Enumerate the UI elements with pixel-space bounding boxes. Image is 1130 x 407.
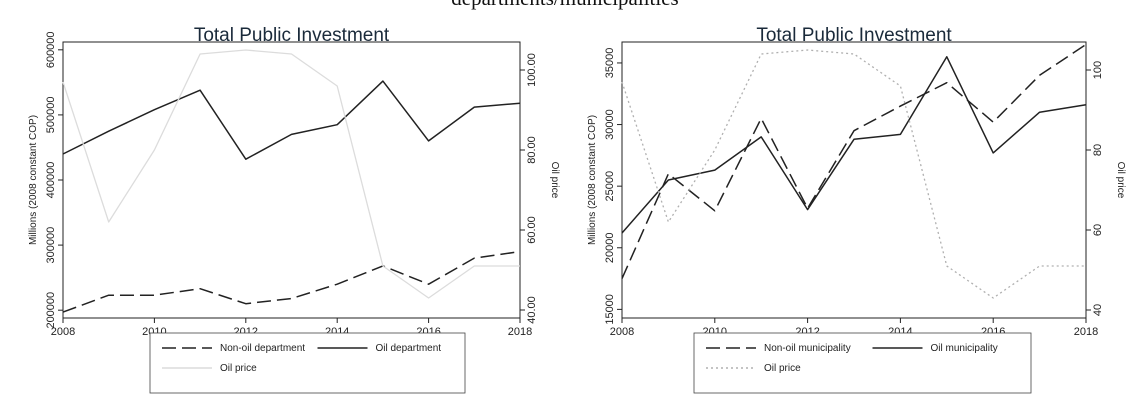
x-tick-label: 2008 <box>51 326 75 338</box>
series-line-oil-municipality <box>621 56 1087 234</box>
chart-title: Total Public Investment <box>756 25 952 46</box>
y2-tick-label: 60.00 <box>526 216 538 244</box>
y-tick-label: 15000 <box>604 294 616 325</box>
y-tick-label: 300000 <box>45 227 57 264</box>
legend-label: Oil price <box>764 363 801 374</box>
y-axis-label: Millions (2008 constant COP) <box>587 115 598 245</box>
y2-tick-label: 100.00 <box>526 53 538 87</box>
legend-label: Oil municipality <box>931 343 998 354</box>
figure-caption: departments/municipalities <box>0 0 1130 11</box>
legend-label: Oil price <box>220 363 257 374</box>
legend-box <box>149 332 466 394</box>
y-tick-label: 200000 <box>45 292 57 329</box>
series-line-oil-price <box>62 49 520 299</box>
legend-label: Non-oil department <box>220 343 305 354</box>
series-line-oil-price <box>621 49 1086 299</box>
y2-tick-label: 40.00 <box>526 296 538 324</box>
plot-frame <box>62 41 521 319</box>
y2-tick-label: 60 <box>1092 224 1104 236</box>
x-tick-label: 2018 <box>1074 326 1098 338</box>
chart-legend: Non-oil municipality Oil municipality Oil … <box>693 332 1032 394</box>
y2-tick-label: 40 <box>1092 304 1104 316</box>
series-line-non-oil-municipality <box>621 43 1087 279</box>
y-tick-label: 25000 <box>604 171 616 202</box>
legend-label: Oil department <box>376 343 442 354</box>
legend-box <box>693 332 1032 394</box>
y2-tick-label: 80 <box>1092 144 1104 156</box>
legend-label: Non-oil municipality <box>764 343 851 354</box>
y2-tick-label: 80.00 <box>526 136 538 164</box>
x-tick-label: 2008 <box>610 326 634 338</box>
y2-axis-label: Oil price <box>549 162 560 199</box>
chart-legend: Non-oil department Oil department Oil pric… <box>149 332 466 394</box>
y-tick-label: 20000 <box>604 232 616 263</box>
y-tick-label: 30000 <box>604 109 616 140</box>
y-tick-label: 500000 <box>45 97 57 134</box>
y-tick-label: 35000 <box>604 48 616 79</box>
y-tick-label: 600000 <box>45 31 57 68</box>
y-axis-label: Millions (2008 constant COP) <box>28 115 39 245</box>
y2-axis-label: Oil price <box>1115 162 1126 199</box>
series-line-oil-department <box>62 80 521 160</box>
y2-tick-label: 100 <box>1092 61 1104 79</box>
chart-title: Total Public Investment <box>194 25 390 46</box>
y-tick-label: 400000 <box>45 162 57 199</box>
plot-frame <box>621 41 1087 319</box>
x-tick-label: 2018 <box>508 326 532 338</box>
